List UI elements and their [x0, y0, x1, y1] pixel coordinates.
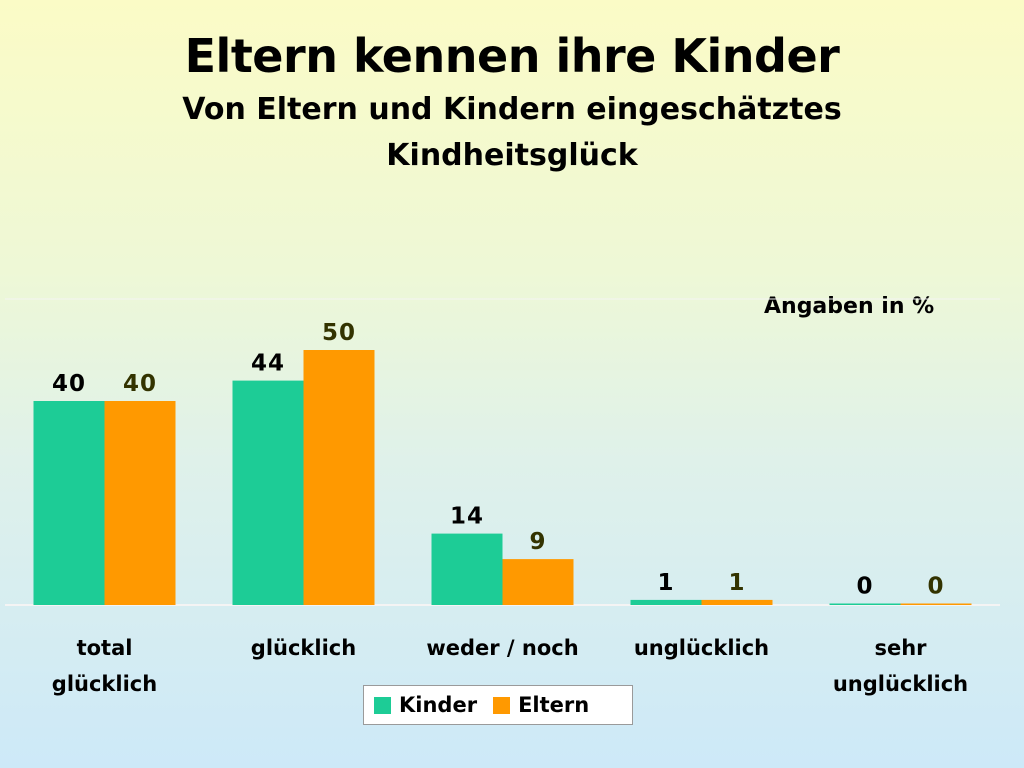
bar-eltern-1	[303, 350, 375, 605]
legend-label-kinder: Kinder	[399, 693, 478, 717]
bar-kinder-2	[431, 533, 503, 605]
bar-eltern-0	[104, 401, 176, 605]
chart-subtitle-line-1: Von Eltern und Kindern eingeschätztes	[182, 92, 842, 127]
bar-kinder-1	[232, 380, 304, 605]
chart-title: Eltern kennen ihre Kinder	[184, 29, 840, 83]
data-label-kinder-1: 44	[251, 351, 285, 377]
x-tick-label-4-1: unglücklich	[833, 672, 968, 696]
legend-label-eltern: Eltern	[518, 693, 590, 717]
data-label-eltern-1: 50	[322, 320, 356, 346]
bar-kinder-0	[33, 401, 105, 605]
bar-kinder-4	[829, 603, 901, 605]
data-label-kinder-0: 40	[52, 371, 86, 397]
data-label-kinder-4: 0	[856, 574, 873, 600]
data-label-eltern-4: 0	[927, 574, 944, 600]
data-label-kinder-2: 14	[450, 504, 484, 530]
x-tick-label-1-0: glücklich	[251, 636, 356, 660]
x-tick-label-4-0: sehr	[874, 636, 927, 660]
bar-kinder-3	[630, 599, 702, 605]
x-tick-label-0-0: total	[77, 636, 133, 660]
data-label-eltern-2: 9	[529, 529, 546, 555]
chart-subtitle-line-2: Kindheitsglück	[386, 138, 638, 173]
x-tick-label-0-1: glücklich	[52, 672, 157, 696]
bar-eltern-3	[701, 599, 773, 605]
legend: Kinder Eltern	[363, 685, 633, 725]
bar-eltern-2	[502, 559, 574, 605]
x-tick-label-2-0: weder / noch	[426, 636, 578, 660]
legend-item-kinder: Kinder	[374, 693, 477, 717]
x-tick-label-3-0: unglücklich	[634, 636, 769, 660]
bar-eltern-4	[900, 603, 972, 605]
legend-swatch-eltern	[493, 696, 511, 714]
data-label-kinder-3: 1	[657, 570, 674, 596]
title-block: Eltern kennen ihre Kinder Von Eltern und…	[0, 28, 1024, 176]
data-label-eltern-0: 40	[123, 371, 157, 397]
units-note: Angaben in %	[764, 294, 935, 319]
legend-swatch-kinder	[374, 696, 391, 714]
legend-item-eltern: Eltern	[493, 693, 589, 717]
data-label-eltern-3: 1	[728, 570, 745, 596]
